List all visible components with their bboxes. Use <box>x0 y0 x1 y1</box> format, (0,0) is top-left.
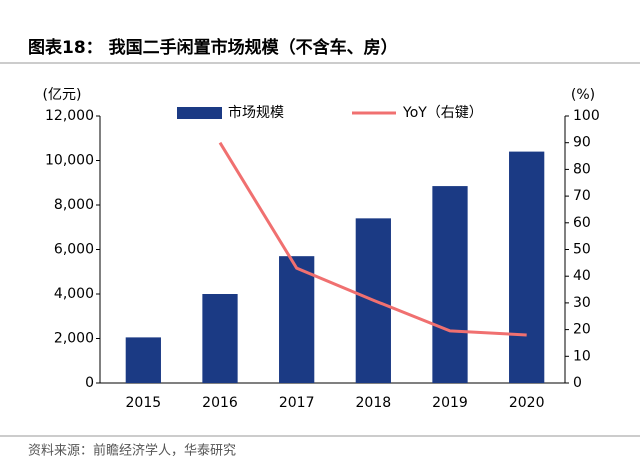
y2-tick-label: 30 <box>573 295 591 311</box>
bar <box>279 256 315 383</box>
x-tick-label: 2015 <box>126 395 162 411</box>
y2-tick-label: 70 <box>573 188 591 204</box>
y2-tick-label: 0 <box>573 375 582 391</box>
y-tick-label: 10,000 <box>45 153 94 169</box>
y-tick-label: 0 <box>85 375 94 391</box>
y2-tick-label: 100 <box>573 108 600 124</box>
legend-label: 市场规模 <box>228 104 284 121</box>
legend-label: YoY（右键） <box>402 105 483 121</box>
x-tick-label: 2019 <box>432 395 468 411</box>
y-axis-label: (亿元) <box>43 87 82 103</box>
y2-tick-label: 60 <box>573 215 591 231</box>
y-tick-label: 8,000 <box>54 197 94 213</box>
y2-tick-label: 90 <box>573 135 591 151</box>
bar <box>432 186 468 383</box>
y2-axis-label: (%) <box>571 87 595 103</box>
x-tick-label: 2020 <box>509 395 545 411</box>
y2-tick-label: 20 <box>573 322 591 338</box>
legend-swatch <box>177 107 222 119</box>
x-tick-label: 2017 <box>279 395 315 411</box>
x-tick-label: 2016 <box>202 395 238 411</box>
y-tick-label: 2,000 <box>54 331 94 347</box>
y-tick-label: 4,000 <box>54 286 94 302</box>
chart-title: 图表18： 我国二手闲置市场规模（不含车、房） <box>28 37 398 58</box>
y-tick-label: 12,000 <box>45 108 94 124</box>
line <box>218 141 527 337</box>
y2-tick-label: 40 <box>573 268 591 284</box>
source: 资料来源：前瞻经济学人，华泰研究 <box>28 443 236 459</box>
x-tick-label: 2018 <box>356 395 392 411</box>
bar <box>202 294 238 383</box>
bar <box>509 151 545 383</box>
bar <box>125 337 161 383</box>
y2-tick-label: 10 <box>573 348 591 364</box>
y2-tick-label: 80 <box>573 161 591 177</box>
y-tick-label: 6,000 <box>54 242 94 258</box>
y2-tick-label: 50 <box>573 242 591 258</box>
